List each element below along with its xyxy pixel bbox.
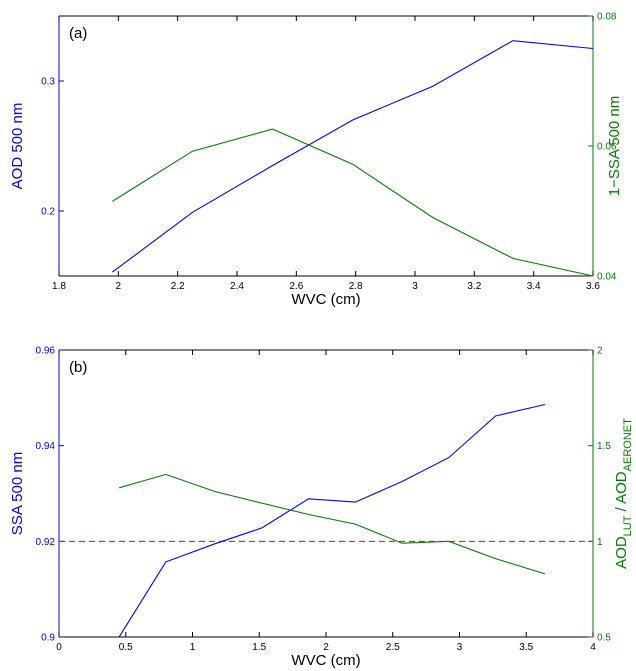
x-tick-label: 2.5 (386, 642, 400, 653)
x-tick-label: 2 (323, 642, 329, 653)
right-y-tick-label: 1 (597, 537, 603, 548)
left-y-axis-label: SSA 500 nm (9, 452, 26, 535)
x-tick-label: 2.8 (349, 281, 363, 292)
x-tick-label: 3.5 (519, 642, 533, 653)
right-y-tick-label: 0.04 (597, 272, 617, 283)
right-y-axis-label-part: / AOD (613, 471, 630, 515)
x-tick-label: 3 (412, 281, 418, 292)
series-line (118, 403, 546, 638)
x-tick-label: 2.6 (289, 281, 303, 292)
right-y-tick-label: 0.08 (597, 12, 617, 23)
right-y-axis-label-part: AOD (613, 536, 630, 569)
right-y-axis-label: 1−SSA 500 nm (606, 96, 623, 197)
x-tick-label: 0.5 (119, 642, 133, 653)
panel-label: (a) (69, 25, 87, 42)
panel-label: (b) (69, 359, 87, 376)
left-y-tick-label: 0.9 (41, 633, 55, 644)
series-line (118, 473, 546, 575)
x-tick-label: 1 (190, 642, 196, 653)
x-tick-label: 1.5 (252, 642, 266, 653)
x-tick-label: 3.2 (467, 281, 481, 292)
left-y-tick-label: 0.3 (41, 77, 55, 88)
x-tick-label: 3.4 (527, 281, 541, 292)
series-right (118, 473, 546, 575)
left-y-tick-label: 0.94 (36, 441, 56, 452)
right-y-axis-label: AODLUT / AODAERONET (613, 418, 634, 569)
series-left (112, 40, 594, 273)
x-tick-label: 2.4 (230, 281, 244, 292)
right-y-tick-label: 0.06 (597, 142, 617, 153)
right-y-axis-label-part: AERONET (622, 418, 634, 471)
x-tick-label: 1.8 (52, 281, 66, 292)
series-left (118, 403, 546, 638)
x-axis-label: WVC (cm) (291, 291, 360, 308)
left-y-axis-label: AOD 500 nm (9, 103, 26, 190)
left-y-tick-label: 0.96 (36, 346, 56, 357)
x-tick-label: 2.2 (171, 281, 185, 292)
right-y-tick-label: 2 (597, 346, 603, 357)
x-tick-label: 2 (116, 281, 122, 292)
x-tick-label: 3.6 (586, 281, 600, 292)
right-y-tick-label: 1.5 (597, 441, 611, 452)
series-line (112, 128, 594, 277)
x-tick-label: 4 (590, 642, 596, 653)
x-axis-label: WVC (cm) (291, 652, 360, 669)
left-y-tick-label: 0.2 (41, 207, 55, 218)
right-y-axis-label-part: LUT (622, 515, 634, 536)
x-tick-label: 0 (56, 642, 62, 653)
right-y-tick-label: 0.5 (597, 633, 611, 644)
series-right (112, 128, 594, 277)
x-tick-label: 3 (457, 642, 463, 653)
left-y-tick-label: 0.92 (36, 537, 56, 548)
